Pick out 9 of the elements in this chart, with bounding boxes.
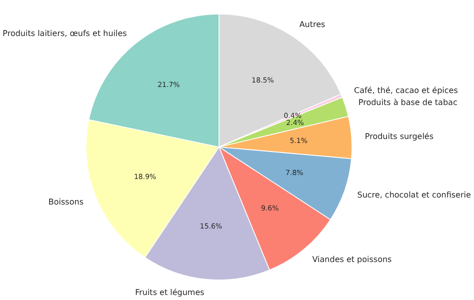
- slice-label: Boissons: [48, 198, 84, 207]
- slice-label: Produits surgelés: [364, 132, 434, 141]
- slice-label: Fruits et légumes: [135, 288, 204, 298]
- slice-label: Autres: [299, 20, 326, 30]
- slice-label: Produits à base de tabac: [358, 98, 458, 108]
- slice-label: Café, thé, cacao et épices: [354, 86, 458, 96]
- slice-label: Sucre, chocolat et confiserie: [357, 190, 471, 200]
- slice-label: Produits laitiers, œufs et huiles: [2, 28, 127, 38]
- slice-label: Viandes et poissons: [312, 255, 392, 264]
